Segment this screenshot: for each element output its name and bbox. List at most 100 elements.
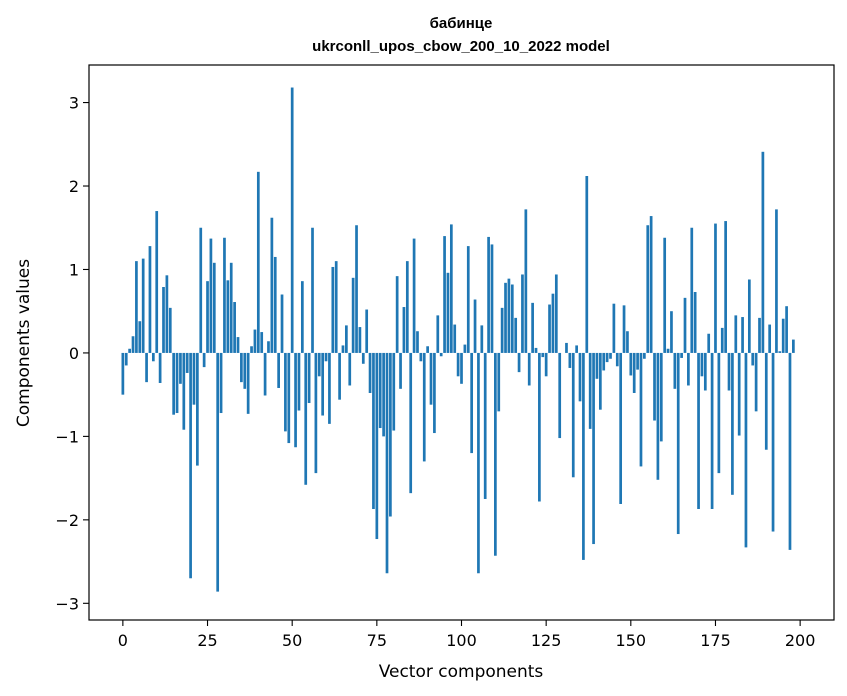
bar-component-22 [196,352,199,466]
bar-component-42 [263,352,267,396]
bar-component-59 [321,352,325,416]
bar-component-186 [751,352,755,366]
bar-component-132 [568,352,572,368]
bar-component-63 [334,261,338,353]
bar-component-29 [219,352,223,414]
bar-component-143 [605,352,609,363]
bar-component-108 [487,236,490,353]
bar-component-31 [226,280,230,353]
bar-component-114 [507,278,511,353]
bar-component-190 [764,352,768,450]
bar-component-83 [402,307,406,353]
bar-component-117 [517,352,521,373]
bar-component-48 [284,352,287,432]
bar-component-164 [676,352,680,535]
x-tick-label: 150 [616,631,647,650]
bar-component-73 [368,352,372,393]
bar-component-137 [585,176,589,353]
bar-component-167 [687,352,690,386]
bar-component-19 [185,352,189,373]
bar-component-104 [473,299,477,353]
bar-component-35 [240,352,243,383]
bar-component-23 [199,227,203,353]
bar-component-27 [212,262,216,353]
bar-component-127 [551,293,555,353]
bar-component-64 [338,352,341,400]
bar-component-28 [216,352,220,592]
bar-component-168 [690,227,694,353]
bar-component-10 [155,211,159,353]
bars [121,87,795,592]
bar-component-0 [121,352,125,395]
bar-component-151 [632,352,636,393]
x-tick-label: 175 [700,631,731,650]
bar-component-195 [781,318,785,353]
bar-component-82 [399,352,402,389]
x-tick-label: 125 [531,631,562,650]
bar-component-38 [250,346,253,353]
bar-component-56 [311,227,314,353]
bar-component-12 [162,287,165,353]
bar-component-43 [267,341,270,353]
bar-component-155 [646,225,650,353]
bar-component-144 [609,352,612,359]
bar-component-160 [663,237,667,353]
bar-component-101 [463,344,467,353]
bar-component-32 [229,262,233,353]
bar-component-69 [355,225,358,353]
bar-component-106 [480,325,484,353]
bar-component-24 [202,352,206,368]
bar-component-147 [619,352,623,504]
bar-component-55 [307,352,311,404]
x-tick-label: 25 [197,631,217,650]
bar-component-67 [348,352,352,386]
bar-component-75 [375,352,379,540]
bar-component-171 [700,352,704,377]
bar-component-54 [304,352,308,485]
bar-component-34 [236,337,240,353]
bar-component-17 [179,352,182,384]
bar-component-36 [243,352,247,389]
y-tick-label: −3 [55,594,79,613]
bar-component-26 [209,238,213,353]
bar-component-44 [270,217,274,353]
bar-component-125 [544,352,548,377]
bar-component-16 [175,352,179,414]
y-tick-label: −1 [55,427,79,446]
bar-component-174 [710,352,714,509]
bar-component-165 [680,352,683,358]
bar-component-80 [392,352,396,431]
bar-component-115 [510,284,514,353]
bar-component-176 [717,352,721,474]
bar-component-124 [541,352,545,358]
bar-component-6 [141,258,145,353]
bar-component-148 [622,305,626,353]
bar-component-21 [192,352,196,405]
bar-component-187 [754,352,758,412]
bar-component-177 [720,327,724,353]
bar-component-45 [273,256,277,353]
bar-component-2 [128,348,131,353]
bar-component-79 [389,352,392,517]
bar-component-169 [693,292,697,353]
bar-component-181 [734,315,738,353]
y-tick-label: 3 [69,94,79,113]
bar-component-30 [223,237,226,353]
bar-component-184 [744,352,748,548]
y-axis-ticks: −3 −2 −1 0 1 2 3 [55,94,89,613]
bar-component-110 [494,352,497,556]
bar-component-58 [317,352,321,377]
y-axis-label: Components values [14,259,34,427]
bar-component-1 [124,352,128,366]
bar-component-66 [345,325,348,353]
bar-component-149 [626,331,629,353]
x-tick-label: 100 [446,631,477,650]
bar-component-188 [758,317,761,353]
y-tick-label: 0 [69,344,79,363]
bar-component-178 [724,221,727,353]
bar-component-13 [165,275,169,353]
x-tick-label: 75 [367,631,387,650]
bar-component-15 [172,352,176,415]
bar-component-97 [449,224,453,353]
